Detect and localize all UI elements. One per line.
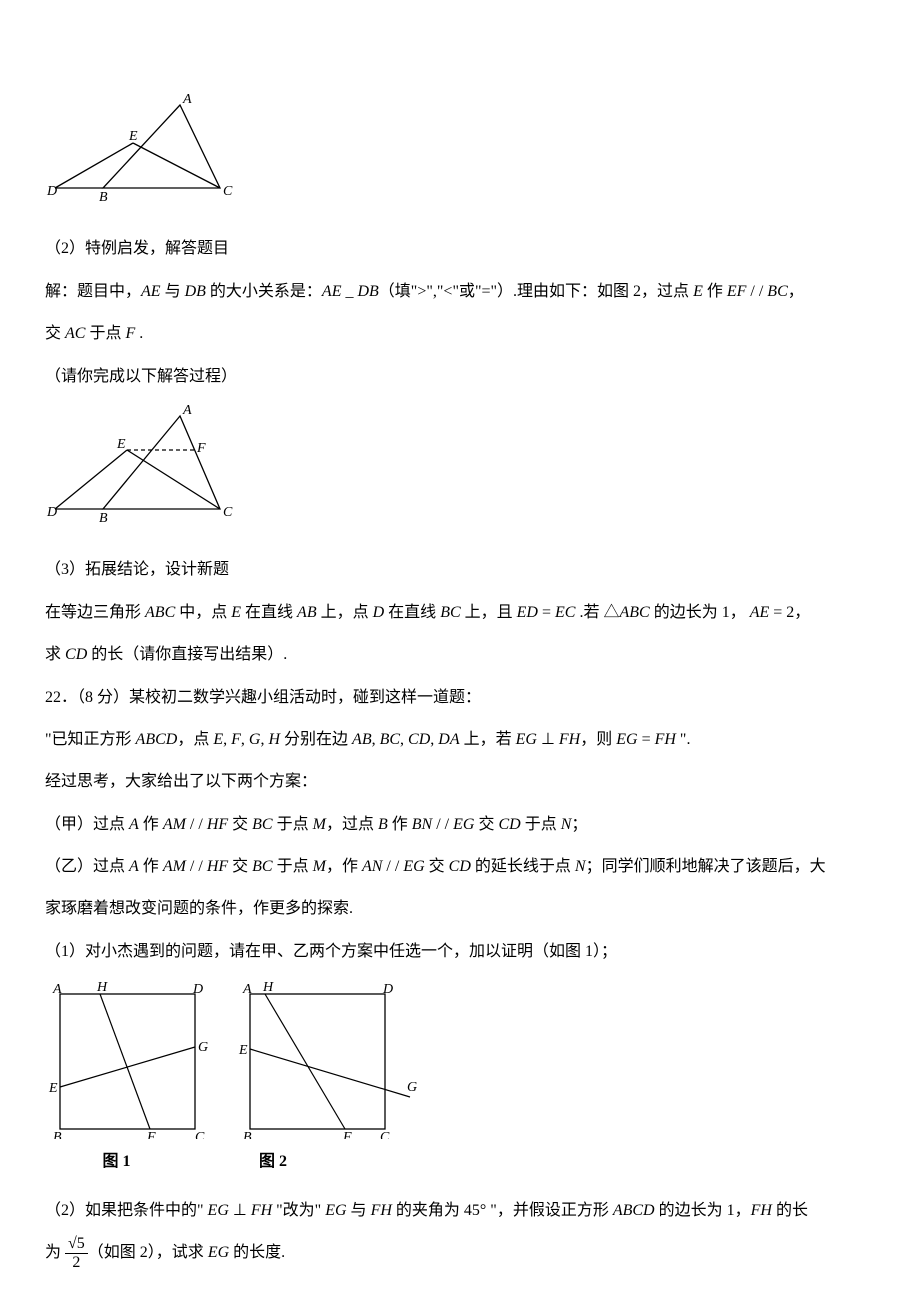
svg-text:E: E xyxy=(48,1081,58,1096)
svg-text:A: A xyxy=(52,982,62,997)
q22-plan-b-cont: 家琢磨着想改变问题的条件，作更多的探索. xyxy=(45,890,875,928)
svg-text:C: C xyxy=(195,1130,205,1139)
svg-text:D: D xyxy=(192,982,203,997)
svg-text:D: D xyxy=(382,982,393,997)
svg-text:E: E xyxy=(116,437,126,452)
para-ext-1: 在等边三角形 ABC 中，点 E 在直线 AB 上，点 D 在直线 BC 上，且… xyxy=(45,594,875,632)
diagram-squares: A H D G E B F C A H D E G B F C xyxy=(45,979,875,1139)
svg-text:B: B xyxy=(243,1130,252,1139)
q22-sub2: （2）如果把条件中的" EG ⊥ FH "改为" EG 与 FH 的夹角为 45… xyxy=(45,1192,875,1230)
svg-text:C: C xyxy=(223,505,233,520)
section-2-heading: （2）特例启发，解答题目 xyxy=(45,230,875,268)
svg-text:G: G xyxy=(198,1040,208,1055)
svg-text:B: B xyxy=(99,190,108,203)
q22-sub2-cont: 为 √52（如图 2），试求 EG 的长度. xyxy=(45,1234,875,1272)
svg-text:H: H xyxy=(96,980,108,995)
svg-text:D: D xyxy=(46,184,57,199)
q22-heading: 22．（8 分）某校初二数学兴趣小组活动时，碰到这样一道题： xyxy=(45,679,875,717)
svg-text:F: F xyxy=(146,1130,156,1139)
para-complete: （请你完成以下解答过程） xyxy=(45,358,875,396)
svg-text:F: F xyxy=(196,441,206,456)
svg-text:E: E xyxy=(238,1043,248,1058)
svg-text:F: F xyxy=(342,1130,352,1139)
svg-text:B: B xyxy=(99,511,108,524)
q22-sub1: （1）对小杰遇到的问题，请在甲、乙两个方案中任选一个，加以证明（如图 1）； xyxy=(45,933,875,971)
q22-plan-b: （乙）过点 A 作 AM / / HF 交 BC 于点 M，作 AN / / E… xyxy=(45,848,875,886)
svg-text:A: A xyxy=(182,93,192,107)
section-3-heading: （3）拓展结论，设计新题 xyxy=(45,551,875,589)
para-ext-2: 求 CD 的长（请你直接写出结果）. xyxy=(45,636,875,674)
svg-text:G: G xyxy=(407,1080,417,1095)
caption-row: 图 1 图 2 xyxy=(45,1143,875,1181)
diagram-triangle-2: A E F D B C xyxy=(45,404,875,539)
caption-1: 图 1 xyxy=(45,1143,188,1181)
svg-text:A: A xyxy=(182,404,192,418)
para-solution-cont: 交 AC 于点 F . xyxy=(45,315,875,353)
square-svg-2: A H D E G B F C xyxy=(235,979,425,1139)
q22-plan-a: （甲）过点 A 作 AM / / HF 交 BC 于点 M，过点 B 作 BN … xyxy=(45,806,875,844)
diagram-triangle-1: A E D B C xyxy=(45,93,875,218)
triangle-svg-2: A E F D B C xyxy=(45,404,245,524)
svg-text:A: A xyxy=(242,982,252,997)
q22-think: 经过思考，大家给出了以下两个方案： xyxy=(45,763,875,801)
triangle-svg-1: A E D B C xyxy=(45,93,245,203)
svg-text:H: H xyxy=(262,980,274,995)
svg-text:C: C xyxy=(223,184,233,199)
caption-2: 图 2 xyxy=(188,1143,358,1181)
svg-text:C: C xyxy=(380,1130,390,1139)
svg-text:D: D xyxy=(46,505,57,520)
square-svg-1: A H D G E B F C xyxy=(45,979,215,1139)
svg-text:E: E xyxy=(128,129,138,144)
svg-text:B: B xyxy=(53,1130,62,1139)
para-solution: 解：题目中，AE 与 DB 的大小关系是：AE _ DB（填">","<"或"=… xyxy=(45,273,875,311)
q22-quote: "已知正方形 ABCD，点 E, F, G, H 分别在边 AB, BC, CD… xyxy=(45,721,875,759)
